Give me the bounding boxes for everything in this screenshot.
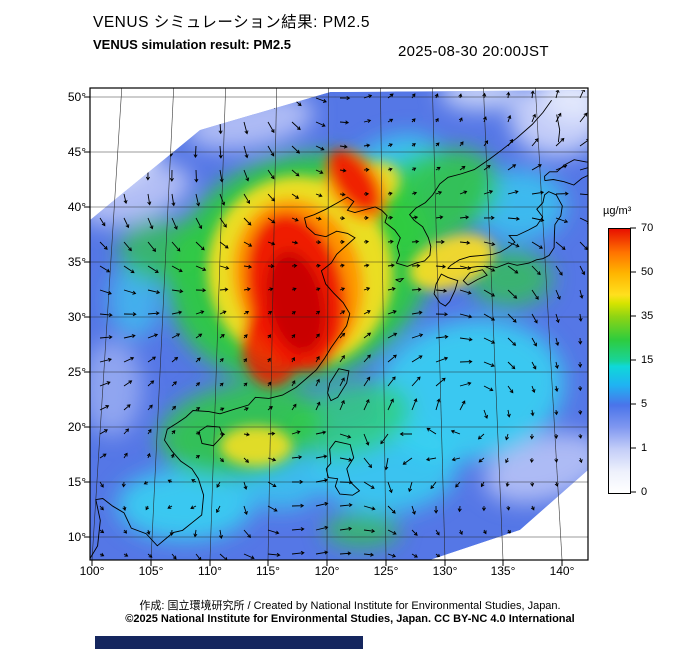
x-tick-label: 130° xyxy=(432,564,458,578)
forecast-timestamp: 2025-08-30 20:00JST xyxy=(398,43,549,60)
page-title-english: VENUS simulation result: PM2.5 xyxy=(93,37,291,52)
y-tick-label: 10° xyxy=(67,530,86,544)
colorbar-tick-label: 50 xyxy=(641,266,654,278)
colorbar-unit-label: µg/m³ xyxy=(603,205,632,217)
colorbar-tick-label: 1 xyxy=(641,442,648,454)
plot-frame xyxy=(84,87,636,566)
x-tick-label: 140° xyxy=(549,564,575,578)
colorbar xyxy=(608,228,631,494)
footer-banner xyxy=(95,636,363,649)
colorbar-tick-label: 15 xyxy=(641,354,654,366)
pm25-heatmap xyxy=(90,90,588,560)
colorbar-tick-label: 70 xyxy=(641,222,654,234)
x-tick-label: 120° xyxy=(314,564,340,578)
y-tick-label: 40° xyxy=(67,200,86,214)
page-title-japanese: VENUS シミュレーション結果: PM2.5 xyxy=(93,14,370,31)
x-tick-label: 115° xyxy=(256,564,280,578)
x-tick-label: 105° xyxy=(138,564,164,578)
y-tick-label: 50° xyxy=(67,90,86,104)
colorbar-tick-label: 5 xyxy=(641,398,648,410)
y-tick-label: 20° xyxy=(67,420,86,434)
y-tick-label: 30° xyxy=(67,310,86,324)
y-tick-label: 35° xyxy=(67,255,86,269)
license-line: ©2025 National Institute for Environment… xyxy=(125,613,575,625)
y-tick-label: 15° xyxy=(67,475,86,489)
colorbar-tick-label: 35 xyxy=(641,310,654,322)
x-tick-label: 110° xyxy=(198,564,222,578)
colorbar-tick-label: 0 xyxy=(641,486,648,498)
credit-line: 作成: 国立環境研究所 / Created by National Instit… xyxy=(139,600,561,612)
y-tick-label: 25° xyxy=(67,365,86,379)
y-tick-label: 45° xyxy=(67,145,86,159)
x-tick-label: 100° xyxy=(79,564,105,578)
x-tick-label: 135° xyxy=(490,564,516,578)
x-tick-label: 125° xyxy=(373,564,399,578)
